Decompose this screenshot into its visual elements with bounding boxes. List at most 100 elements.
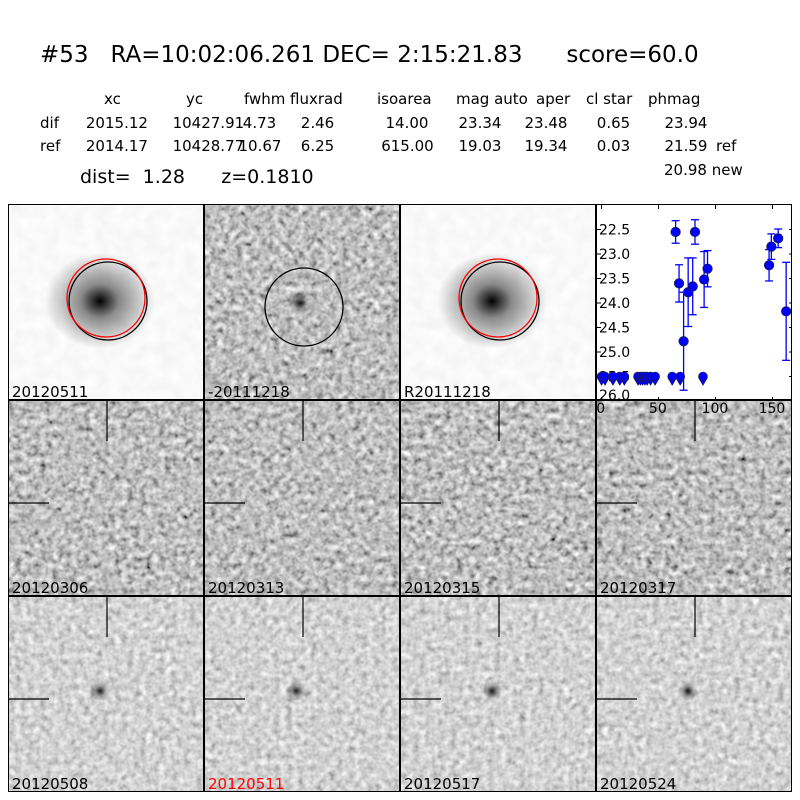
table-cell: 19.03 — [458, 137, 502, 155]
column-header: aper — [536, 90, 571, 108]
upper-limit-point — [667, 371, 678, 382]
aperture-circle — [264, 267, 344, 347]
column-header: xc — [104, 90, 121, 108]
noise-background — [597, 401, 791, 595]
aperture-circle — [460, 261, 540, 341]
table-cell: 2014.17 — [85, 137, 148, 155]
stamp-date-label: 20120313 — [208, 579, 285, 596]
table-cell: 0.03 — [596, 137, 631, 155]
stamp-epoch: 20120306 — [8, 400, 204, 596]
candidate-title: #53 RA=10:02:06.261 DEC= 2:15:21.83 scor… — [40, 42, 699, 68]
upper-limit-point — [650, 371, 660, 382]
column-header: cl star — [586, 90, 633, 108]
detection-point — [673, 278, 685, 289]
stamp-date-label: 20120524 — [600, 775, 677, 792]
stamp-diff: -20111218 — [204, 204, 400, 400]
table-cell: 14.00 — [385, 114, 429, 132]
detection-point — [699, 274, 710, 285]
table-cell: 0.65 — [596, 114, 631, 132]
table-cell: 10428.77 — [172, 137, 245, 155]
y-tick-label: 23.5 — [599, 272, 630, 288]
detection-point — [781, 306, 791, 317]
row-suffix: ref — [716, 137, 737, 155]
upper-limit-point — [675, 371, 685, 382]
stamp-epoch: 20120315 — [400, 400, 596, 596]
x-tick-label: 150 — [758, 401, 786, 417]
upper-limit-point — [619, 371, 630, 382]
aperture-circle — [68, 261, 148, 341]
stamp-date-label: 20120317 — [600, 579, 677, 596]
y-tick-label: 22.5 — [599, 223, 630, 239]
transient-source — [678, 681, 698, 701]
redshift-value: z=0.1810 — [221, 166, 314, 188]
column-header: isoarea — [377, 90, 432, 108]
y-tick-label: 23.0 — [599, 247, 630, 263]
noise-background — [9, 401, 203, 595]
detection-point — [702, 263, 713, 274]
x-tick-label: 50 — [648, 401, 667, 417]
detection-point — [670, 226, 681, 238]
stamp-ref: R20111218 — [400, 204, 596, 400]
noise-background — [401, 401, 595, 595]
light-curve-chart: 22.523.023.524.024.525.025.526.0 — [596, 204, 792, 400]
light-curve-plot: 22.523.023.524.024.525.025.526.0 — [597, 205, 791, 400]
distance-value: dist= 1.28 — [80, 166, 185, 188]
detection-point — [689, 226, 701, 238]
stamp-epoch: 20120313 — [204, 400, 400, 596]
row-label: ref — [40, 137, 61, 155]
detection-point — [763, 260, 775, 271]
stamp-new: 20120511 — [8, 204, 204, 400]
noise-background — [205, 401, 399, 595]
transient-source — [286, 681, 306, 701]
stamp-date-label: 20120315 — [404, 579, 481, 596]
transient-source — [482, 681, 502, 701]
table-cell: 19.34 — [524, 137, 568, 155]
x-tick-label: 100 — [701, 401, 729, 417]
stamp-epoch: 20120524 — [596, 596, 792, 792]
table-cell: 4.73 — [242, 114, 277, 132]
transient-source — [288, 291, 312, 315]
column-header: phmag — [648, 90, 701, 108]
upper-limit-point — [600, 371, 610, 382]
column-header: fluxrad — [290, 90, 343, 108]
table-cell: 615.00 — [381, 137, 434, 155]
stamp-date-label: 20120517 — [404, 775, 481, 792]
detection-point — [773, 233, 784, 244]
table-cell: 23.34 — [458, 114, 502, 132]
table-cell: 10.67 — [238, 137, 282, 155]
stamp-epoch: 20120508 — [8, 596, 204, 792]
table-cell: 23.94 — [664, 114, 708, 132]
reference-circle — [458, 258, 538, 338]
stamp-date-label: 20120306 — [12, 579, 89, 596]
table-cell: 2.46 — [300, 114, 335, 132]
y-tick-label: 25.0 — [599, 345, 630, 361]
stamp-date-label: 20120511 — [12, 383, 89, 400]
column-header: yc — [186, 90, 204, 108]
distance-redshift: dist= 1.28 z=0.1810 — [80, 166, 314, 188]
column-header: fwhm — [244, 90, 286, 108]
detection-point — [678, 336, 689, 347]
y-tick-label: 24.0 — [599, 296, 630, 312]
stamp-date-label: R20111218 — [404, 383, 491, 400]
new-phmag: 20.98 new — [664, 161, 743, 179]
reference-circle — [66, 258, 146, 338]
stamp-date-label: 20120508 — [12, 775, 89, 792]
table-cell: 23.48 — [524, 114, 568, 132]
host-galaxy — [437, 253, 547, 349]
table-cell: 21.59 — [664, 137, 708, 155]
row-label: dif — [40, 114, 59, 132]
stamp-epoch: 20120517 — [400, 596, 596, 792]
host-galaxy — [45, 253, 155, 349]
detection-point — [766, 241, 777, 252]
y-tick-label: 24.5 — [599, 321, 630, 337]
x-tick-label: 0 — [596, 401, 606, 417]
stamp-epoch: 20120511 — [204, 596, 400, 792]
table-cell: 2015.12 — [85, 114, 148, 132]
y-tick-label: 26.0 — [599, 388, 630, 400]
stamp-date-label: 20120511 — [208, 775, 285, 792]
transient-source — [90, 681, 110, 701]
stamp-epoch: 20120317 — [596, 400, 792, 596]
stamp-date-label: -20111218 — [208, 383, 290, 400]
detection-point — [687, 281, 698, 292]
